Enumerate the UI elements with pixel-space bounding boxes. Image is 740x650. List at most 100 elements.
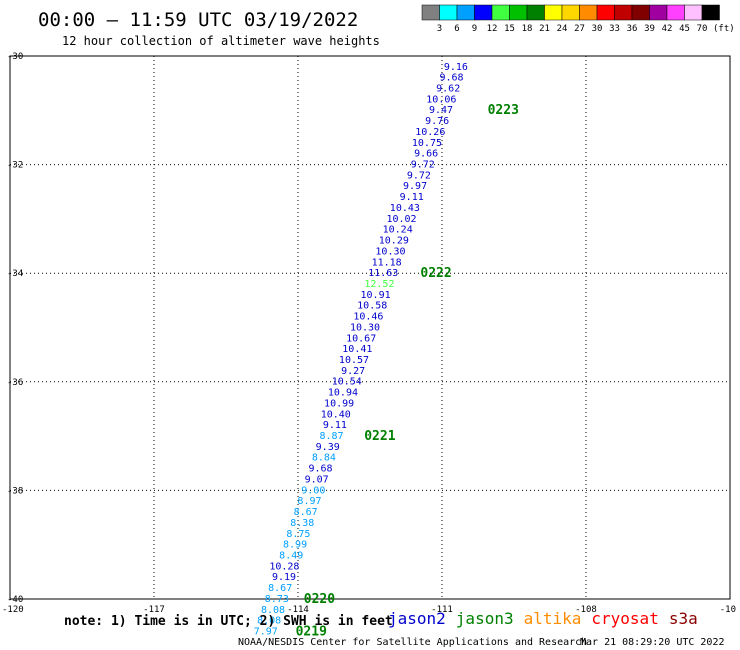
swh-point: 9.68 xyxy=(308,464,332,475)
pass-time-label: 0223 xyxy=(488,103,519,118)
swh-point: 8.08 xyxy=(261,605,285,616)
colorbar-tick: 15 xyxy=(504,24,515,34)
x-tick-label: -120 xyxy=(2,605,24,615)
swh-point: 9.62 xyxy=(436,83,460,94)
colorbar-swatch xyxy=(684,4,703,21)
satellite-legend-item: s3a xyxy=(669,609,698,628)
y-tick-label: -40 xyxy=(7,595,23,605)
swh-point: 12.52 xyxy=(364,279,394,290)
colorbar-tick: 12 xyxy=(487,24,498,34)
y-tick-label: -34 xyxy=(7,269,23,279)
swh-point: 9.97 xyxy=(403,181,427,192)
colorbar-tick: 39 xyxy=(644,24,655,34)
satellite-legend: jason2 jason3 altika cryosat s3a xyxy=(388,609,698,628)
x-tick-label: -111 xyxy=(431,605,453,615)
swh-point: 9.76 xyxy=(425,116,449,127)
x-tick-label: -114 xyxy=(287,605,309,615)
satellite-legend-item: cryosat xyxy=(591,609,658,628)
x-tick-label: -10 xyxy=(720,605,736,615)
colorbar-swatch xyxy=(544,4,563,21)
x-tick-label: -117 xyxy=(143,605,165,615)
pass-time-label: 0222 xyxy=(420,266,451,281)
colorbar-swatch xyxy=(491,4,510,21)
swh-point: 9.68 xyxy=(440,73,464,84)
footer-note: note: 1) Time is in UTC; 2) SWH is in fe… xyxy=(64,614,393,629)
swh-point: 10.26 xyxy=(415,127,445,138)
swh-point: 10.29 xyxy=(379,236,409,247)
swh-point: 10.24 xyxy=(383,225,413,236)
swh-point: 8.08 xyxy=(257,616,281,627)
swh-point: 9.72 xyxy=(407,170,431,181)
pass-time-label: 0219 xyxy=(296,624,327,639)
pass-time-label: 0220 xyxy=(304,592,335,607)
colorbar-tick: 70 xyxy=(697,24,708,34)
swh-point: 7.97 xyxy=(254,626,278,637)
swh-point: 9.00 xyxy=(301,485,325,496)
pass-time-labels: 0223 0222 0221 0220 0219 xyxy=(296,103,519,639)
swh-point: 10.67 xyxy=(346,333,376,344)
swh-point: 9.11 xyxy=(400,192,424,203)
swh-point: 9.27 xyxy=(341,366,365,377)
y-axis-ticks: -30 -32 -34 -36 -38 -40 xyxy=(7,52,23,605)
swh-point: 8.38 xyxy=(290,518,314,529)
y-tick-label: -30 xyxy=(7,52,23,62)
colorbar-tick: 9 xyxy=(472,24,477,34)
colorbar-swatch xyxy=(439,4,458,21)
grid-lines xyxy=(10,56,730,599)
colorbar-tick: 30 xyxy=(592,24,603,34)
swh-point: 8.87 xyxy=(320,431,344,442)
swh-point: 9.72 xyxy=(411,160,435,171)
swh-point: 10.28 xyxy=(269,561,299,572)
colorbar-tick: 3 xyxy=(437,24,442,34)
colorbar-swatch xyxy=(579,4,598,21)
swh-point: 8.67 xyxy=(268,583,292,594)
swh-point: 8.73 xyxy=(265,594,289,605)
colorbar-swatch xyxy=(701,4,720,21)
swh-point: 8.97 xyxy=(297,496,321,507)
footer-credit: NOAA/NESDIS Center for Satellite Applica… xyxy=(238,637,587,648)
swh-point: 10.94 xyxy=(328,388,358,399)
swh-point: 10.02 xyxy=(386,214,416,225)
swh-point: 10.75 xyxy=(412,138,442,149)
colorbar-tick: 24 xyxy=(557,24,568,34)
colorbar-swatch xyxy=(666,4,685,21)
swh-point: 10.40 xyxy=(321,409,351,420)
colorbar-swatch xyxy=(561,4,580,21)
colorbar-tick: 33 xyxy=(609,24,620,34)
chart-title: 00:00 – 11:59 UTC 03/19/2022 xyxy=(38,9,358,31)
swh-point: 11.63 xyxy=(368,268,398,279)
colorbar-legend: 3 6 9 12 15 18 21 24 27 30 33 36 39 42 45 70 xyxy=(421,4,720,34)
swh-point: 8.67 xyxy=(294,507,318,518)
swh-point: 9.39 xyxy=(316,442,340,453)
swh-point: 9.16 xyxy=(444,62,468,73)
swh-point: 8.84 xyxy=(312,453,336,464)
swh-point: 10.46 xyxy=(353,312,383,323)
swh-point: 8.49 xyxy=(279,550,303,561)
swh-point: 10.43 xyxy=(390,203,420,214)
swh-point: 8.99 xyxy=(283,540,307,551)
plot-frame xyxy=(9,55,731,600)
colorbar-swatch xyxy=(631,4,650,21)
colorbar-tick: 6 xyxy=(454,24,459,34)
colorbar-swatch xyxy=(421,4,440,21)
swh-point: 8.75 xyxy=(286,529,310,540)
y-tick-label: -32 xyxy=(7,161,23,171)
colorbar-tick: 27 xyxy=(574,24,585,34)
satellite-legend-item: jason2 xyxy=(388,609,446,628)
colorbar-swatch xyxy=(614,4,633,21)
colorbar-tick: 45 xyxy=(679,24,690,34)
swh-point: 11.18 xyxy=(372,257,402,268)
footer-timestamp: Mar 21 08:29:20 UTC 2022 xyxy=(580,637,725,648)
y-tick-label: -38 xyxy=(7,486,23,496)
swh-point: 10.41 xyxy=(342,344,372,355)
colorbar-tick: 36 xyxy=(627,24,638,34)
swh-point: 10.58 xyxy=(357,301,387,312)
satellite-legend-item: altika xyxy=(524,609,582,628)
colorbar-swatch xyxy=(509,4,528,21)
swh-point: 9.07 xyxy=(305,474,329,485)
pass-time-label: 0221 xyxy=(364,429,395,444)
chart-subtitle: 12 hour collection of altimeter wave hei… xyxy=(62,34,380,48)
colorbar-swatch xyxy=(596,4,615,21)
swh-point: 9.11 xyxy=(323,420,347,431)
